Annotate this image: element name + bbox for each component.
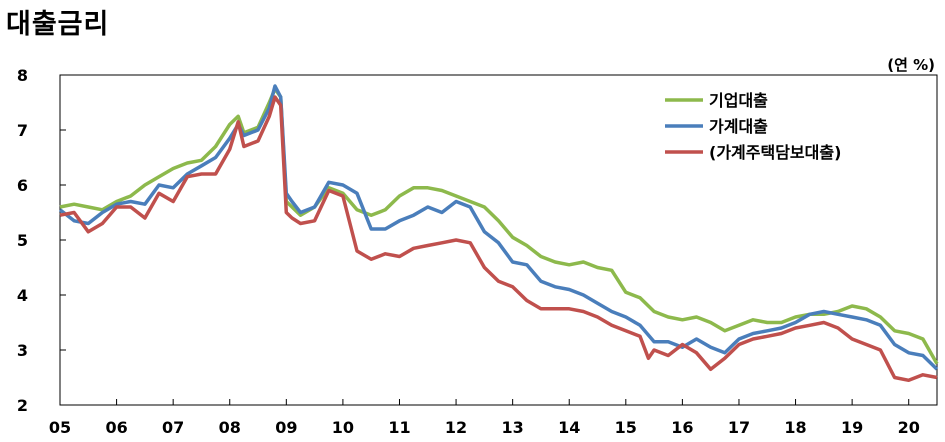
axes	[59, 74, 938, 406]
y-tick-label: 3	[17, 341, 28, 360]
y-tick-label: 6	[17, 176, 28, 195]
x-tick-label: 20	[898, 418, 920, 437]
x-tick-label: 09	[275, 418, 297, 437]
y-tick-label: 4	[17, 286, 28, 305]
x-tick-label: 17	[728, 418, 750, 437]
x-tick-label: 12	[445, 418, 467, 437]
x-tick-label: 16	[671, 418, 693, 437]
y-tick-label: 5	[17, 231, 28, 250]
series-line-0	[59, 87, 939, 365]
legend-label: (가계주택담보대출)	[709, 143, 841, 162]
x-tick-label: 19	[841, 418, 863, 437]
x-tick-label: 10	[332, 418, 354, 437]
series-line-2	[59, 95, 938, 383]
x-tick-label: 18	[784, 418, 806, 437]
chart-title: 대출금리	[6, 9, 110, 40]
x-tick-label: 14	[558, 418, 580, 437]
plot-frame	[59, 74, 938, 406]
x-tick-label: 11	[388, 418, 410, 437]
unit-label: (연 %)	[887, 56, 935, 74]
x-tick-label: 05	[49, 418, 71, 437]
y-axis-ticks: 2 3 4 5 6 7 8	[17, 66, 66, 415]
legend-label: 가계대출	[709, 117, 768, 136]
legend-label: 기업대출	[709, 91, 768, 110]
x-tick-label: 07	[162, 418, 184, 437]
x-tick-label: 08	[219, 418, 241, 437]
x-tick-label: 15	[615, 418, 637, 437]
x-axis-ticks: 05 06 07 08 09 10 11 12 13 14 15 16 17 18 19 20	[49, 399, 920, 437]
x-tick-label: 13	[502, 418, 524, 437]
series-line-1	[58, 84, 939, 371]
y-tick-label: 2	[17, 396, 28, 415]
x-tick-label: 06	[105, 418, 127, 437]
series-lines	[58, 84, 939, 383]
y-tick-label: 7	[17, 121, 28, 140]
y-tick-label: 8	[17, 66, 28, 85]
